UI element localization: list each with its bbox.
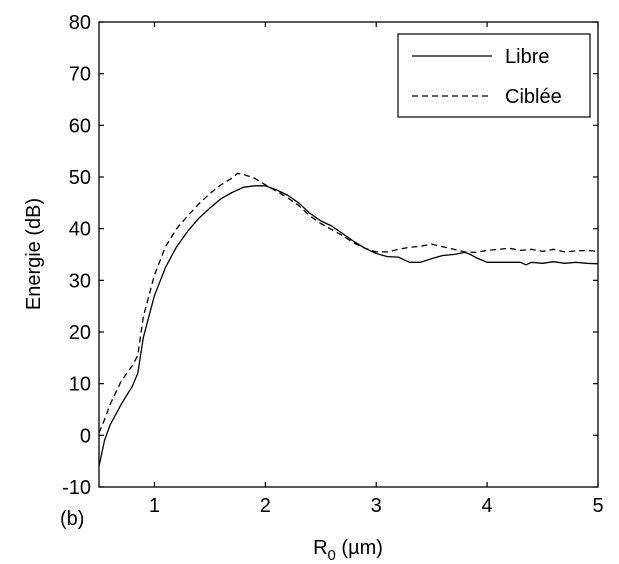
x-axis-label-subscript: 0 xyxy=(328,547,336,564)
axis-ticks xyxy=(99,21,599,488)
y-tick-label-6: 50 xyxy=(69,167,91,189)
x-axis-label-main: R xyxy=(313,537,327,559)
x-tick-label-4: 5 xyxy=(592,495,603,517)
x-tick-label-2: 3 xyxy=(371,495,382,517)
legend: Libre Ciblée xyxy=(397,33,591,118)
y-tick-label-3: 20 xyxy=(69,322,91,344)
y-tick-label-8: 70 xyxy=(69,64,91,86)
axis-tick-labels: 1 2 3 4 5 -10 0 10 20 30 40 50 60 70 80 xyxy=(62,12,603,517)
y-tick-label-2: 10 xyxy=(69,374,91,396)
series-group xyxy=(98,172,599,467)
y-tick-label-4: 30 xyxy=(69,270,91,292)
x-axis-label-unit: (µm) xyxy=(336,537,383,559)
y-tick-label-5: 40 xyxy=(69,219,91,241)
x-tick-label-3: 4 xyxy=(482,495,493,517)
x-axis-label: R0 (µm) xyxy=(313,537,383,564)
y-tick-label-1: 0 xyxy=(80,425,91,447)
y-tick-label-0: -10 xyxy=(62,477,91,499)
y-tick-label-7: 60 xyxy=(69,115,91,137)
series-line-libre xyxy=(98,185,599,467)
series-line-cibl-e xyxy=(98,172,599,434)
x-tick-label-0: 1 xyxy=(149,495,160,517)
y-tick-label-9: 80 xyxy=(69,12,91,34)
y-axis-label: Energie (dB) xyxy=(23,198,45,310)
legend-label-ciblee: Ciblée xyxy=(505,86,562,108)
legend-box xyxy=(397,33,591,118)
panel-label: (b) xyxy=(60,508,84,530)
legend-label-libre: Libre xyxy=(505,46,549,68)
x-tick-label-1: 2 xyxy=(260,495,271,517)
